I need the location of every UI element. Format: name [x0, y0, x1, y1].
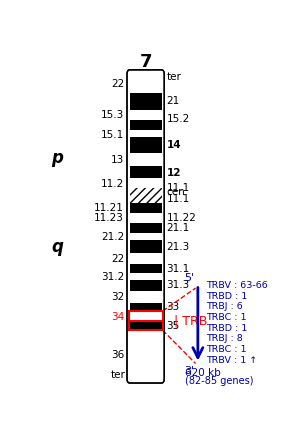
Bar — [130, 311, 161, 322]
Text: 7: 7 — [139, 53, 152, 71]
Bar — [130, 74, 161, 93]
Text: 15.2: 15.2 — [166, 114, 190, 124]
Bar — [130, 253, 161, 264]
Bar — [130, 203, 161, 213]
Text: p: p — [51, 149, 63, 167]
Bar — [130, 280, 161, 291]
Text: 15.3: 15.3 — [101, 110, 124, 120]
Text: cen: cen — [166, 187, 185, 197]
Text: 34: 34 — [111, 312, 124, 322]
Text: 620 kb: 620 kb — [185, 368, 221, 378]
Bar — [130, 291, 161, 303]
Bar — [129, 311, 163, 330]
Bar — [130, 188, 161, 196]
Text: 33: 33 — [166, 302, 180, 312]
Text: 21.1: 21.1 — [166, 223, 190, 233]
Bar — [130, 303, 161, 311]
Bar — [130, 93, 161, 110]
Text: 22: 22 — [111, 79, 124, 89]
Text: 15.1: 15.1 — [101, 130, 124, 140]
Text: 32: 32 — [111, 291, 124, 302]
Text: TRBV : 63-66: TRBV : 63-66 — [206, 281, 268, 290]
Text: | TRB: | TRB — [174, 314, 207, 327]
Text: 11.22: 11.22 — [166, 213, 196, 223]
Bar — [130, 273, 161, 280]
Text: TRBC : 1: TRBC : 1 — [206, 313, 246, 322]
Text: 11.1: 11.1 — [166, 183, 190, 193]
Text: 3': 3' — [184, 366, 195, 376]
Bar — [130, 178, 161, 188]
Bar — [130, 264, 161, 273]
Bar — [130, 322, 161, 330]
Text: TRBC : 1: TRBC : 1 — [206, 345, 246, 354]
Bar — [130, 330, 161, 379]
Bar — [130, 130, 161, 138]
Text: TRBD : 1: TRBD : 1 — [206, 324, 247, 332]
Bar — [130, 166, 161, 178]
Bar — [130, 153, 161, 166]
Bar — [130, 110, 161, 120]
Text: 31.2: 31.2 — [101, 272, 124, 282]
Text: TRBV : 1 ↑: TRBV : 1 ↑ — [206, 356, 257, 364]
Text: 5': 5' — [184, 273, 195, 283]
Bar — [130, 196, 161, 203]
Text: 31.3: 31.3 — [166, 280, 190, 291]
Text: ter: ter — [110, 370, 125, 380]
Bar — [130, 120, 161, 130]
Text: 31.1: 31.1 — [166, 264, 190, 274]
Text: 14: 14 — [166, 140, 181, 150]
Text: 21.3: 21.3 — [166, 242, 190, 252]
Text: TRBD : 1: TRBD : 1 — [206, 291, 247, 300]
Text: 22: 22 — [111, 254, 124, 263]
Text: 11.2: 11.2 — [101, 178, 124, 189]
Text: q: q — [51, 238, 63, 256]
Bar — [130, 240, 161, 253]
Text: ter: ter — [166, 72, 181, 82]
Bar — [130, 233, 161, 240]
Text: TRBJ : 8: TRBJ : 8 — [206, 334, 243, 343]
Bar — [130, 223, 161, 233]
Text: 11.21: 11.21 — [94, 203, 124, 213]
Text: 12: 12 — [166, 168, 181, 178]
Text: TRBJ : 6: TRBJ : 6 — [206, 302, 243, 311]
FancyBboxPatch shape — [127, 70, 164, 383]
Text: 13: 13 — [111, 155, 124, 165]
Text: 11.23: 11.23 — [94, 213, 124, 223]
Text: 35: 35 — [166, 321, 180, 332]
Bar — [130, 138, 161, 153]
Bar — [130, 213, 161, 223]
Text: 11.1: 11.1 — [166, 194, 190, 204]
Text: 36: 36 — [111, 350, 124, 360]
Text: (82-85 genes): (82-85 genes) — [185, 376, 254, 386]
Text: 21: 21 — [166, 97, 180, 106]
Text: 21.2: 21.2 — [101, 232, 124, 242]
